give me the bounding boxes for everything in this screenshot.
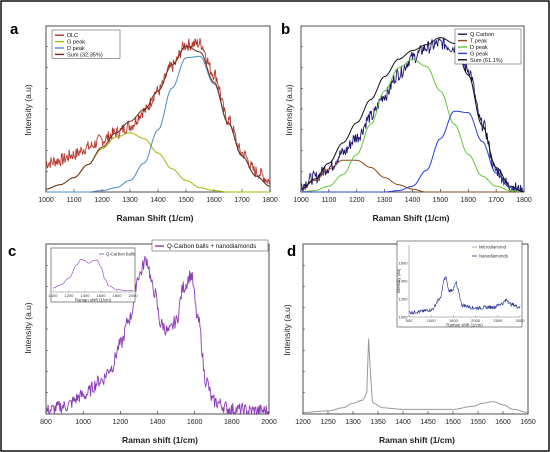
x-tick-label: 1000: [75, 419, 91, 426]
panel-c-letter: c: [8, 243, 16, 260]
inset-x-tick-label: 1500: [449, 318, 459, 323]
panel-d-xlabel: Raman shift (1/cm): [379, 435, 455, 445]
x-tick-label: 1000: [38, 197, 54, 204]
x-tick-label: 1400: [395, 419, 411, 426]
series-line-t-peak: [300, 159, 524, 193]
x-tick-label: 1600: [495, 419, 511, 426]
inset-c: 1000 1200 1400 1600 1800 2000 Raman shift (1/c…: [49, 247, 139, 303]
x-tick-label: 1200: [113, 419, 129, 426]
panel-c-xlabel: Raman shift (1/cm): [122, 435, 198, 445]
legend-label: T peak: [470, 39, 487, 45]
legend-label: D peak: [67, 46, 85, 52]
x-tick-label: 1550: [470, 419, 486, 426]
inset-x-label: Raman shift (1/cm): [75, 298, 112, 303]
series-line-q-carbon-balls-nanodiamonds: [45, 256, 269, 416]
x-tick-label: 1600: [206, 197, 222, 204]
inset-frame: [50, 247, 136, 303]
panel-a-ylabel: Intensity (a.u): [23, 84, 33, 136]
x-tick-label: 1500: [433, 197, 449, 204]
x-tick-label: 1200: [349, 197, 365, 204]
series-line-g-peak: [301, 110, 525, 193]
inset-series-line: [408, 276, 521, 315]
panel-c-ylabel: Intensity (a.u): [23, 302, 33, 354]
x-tick-label: 1400: [150, 197, 166, 204]
inset-y-tick-label: 1200: [399, 297, 409, 302]
inset-x-tick-label: 1000: [49, 293, 59, 298]
x-tick-label: 1450: [420, 419, 436, 426]
x-tick-label: 1600: [460, 197, 476, 204]
legend-label: Sum (61.1%): [470, 58, 503, 64]
chart-panel-c: 800 1000 1200 1400 1600 1800 2000 Q-Carbon ball…: [40, 239, 277, 426]
x-tick-label: 1800: [224, 419, 240, 426]
x-tick-label: 1700: [488, 197, 504, 204]
inset-x-tick-label: 1200: [65, 293, 75, 298]
legend-label: DLC: [67, 33, 78, 39]
x-tick-label: 2000: [261, 419, 277, 426]
x-tick-label: 1400: [150, 419, 166, 426]
inset-x-label: Raman shift (1/cm): [446, 323, 483, 328]
x-tick-label: 1800: [516, 197, 532, 204]
chart-panel-d: 1200 1250 1300 1350 1400 1450 1500 1550 1600 1650…: [295, 240, 536, 426]
panel-d-letter: d: [287, 243, 296, 260]
inset-x-tick-label: 1600: [97, 293, 107, 298]
series-line-sum-32-35-: [45, 45, 271, 190]
x-tick-label: 1700: [234, 197, 250, 204]
legend-label: D peak: [470, 45, 488, 51]
series-line-microdiamond: [302, 338, 529, 413]
x-tick-label: 1200: [295, 419, 311, 426]
legend-label: Q Carbon: [470, 32, 494, 38]
inset-x-tick-label: 1800: [113, 293, 123, 298]
inset-y-tick-label: 1400: [399, 279, 409, 284]
legend-label: Q-Carbon balls + nanodiamonds: [167, 243, 256, 250]
x-tick-label: 1300: [345, 419, 361, 426]
inset-x-tick-label: 1000: [427, 318, 437, 323]
inset-x-tick-label: 1400: [81, 293, 91, 298]
x-tick-label: 1100: [66, 197, 81, 204]
x-tick-label: 1500: [178, 197, 194, 204]
x-tick-label: 1500: [445, 419, 461, 426]
panel-d-ylabel: Intensity (a.u): [282, 304, 292, 356]
panel-b-ylabel: Intensity (a.u): [284, 84, 294, 136]
x-tick-label: 1250: [320, 419, 336, 426]
inset-x-tick-label: 500: [406, 318, 413, 323]
chart-panel-a: 1000 1100 1200 1300 1400 1500 1600 1700 1800 DLCG…: [38, 25, 278, 204]
x-tick-label: 1600: [187, 419, 203, 426]
inset-y-tick-label: 1000: [399, 315, 409, 320]
inset-legend-label: Microdiamond: [479, 244, 507, 249]
series-line-sum-61-1-: [300, 36, 525, 193]
x-tick-label: 1100: [321, 197, 336, 204]
inset-y-tick-label: 1600: [399, 261, 409, 266]
inset-y-label: Intensity (au): [396, 268, 401, 293]
legend-label: G peak: [470, 51, 488, 57]
x-tick-label: 800: [40, 419, 52, 426]
inset-legend-label: Q-Carbon balls: [106, 251, 135, 256]
inset-x-tick-label: 2500: [493, 318, 503, 323]
panel-b-xlabel: Raman Shift (1/cm): [373, 213, 450, 223]
x-tick-label: 1200: [94, 197, 110, 204]
x-tick-label: 1300: [377, 197, 393, 204]
legend-label: Sum (32.35%): [67, 52, 103, 58]
inset-x-tick-label: 2000: [129, 293, 139, 298]
inset-legend-label: Nanodiamonds: [479, 253, 508, 258]
series-line-d-peak: [300, 58, 525, 193]
panel-a-xlabel: Raman Shift (1/cm): [117, 213, 194, 223]
x-tick-label: 1800: [262, 197, 278, 204]
chart-panel-b: 1000 1100 1200 1300 1400 1500 1600 1700 1800 Q Ca…: [293, 25, 532, 204]
inset-x-tick-label: 3000: [516, 318, 526, 323]
x-tick-label: 1650: [520, 419, 536, 426]
plot-layer: 1000 1100 1200 1300 1400 1500 1600 1700 1800DLCG…: [38, 25, 536, 426]
x-tick-label: 1000: [293, 197, 309, 204]
legend-box: [151, 239, 269, 252]
legend-label: G peak: [67, 40, 85, 46]
x-tick-label: 1350: [370, 419, 386, 426]
inset-x-tick-label: 2000: [471, 318, 481, 323]
inset-d: 500 1000 1500 2000 2500 30001000120014001600R…: [396, 240, 526, 328]
panel-a-letter: a: [10, 21, 19, 38]
inset-series-line: [52, 258, 133, 292]
x-tick-label: 1400: [405, 197, 421, 204]
x-tick-label: 1300: [122, 197, 138, 204]
panel-b-letter: b: [281, 21, 290, 38]
